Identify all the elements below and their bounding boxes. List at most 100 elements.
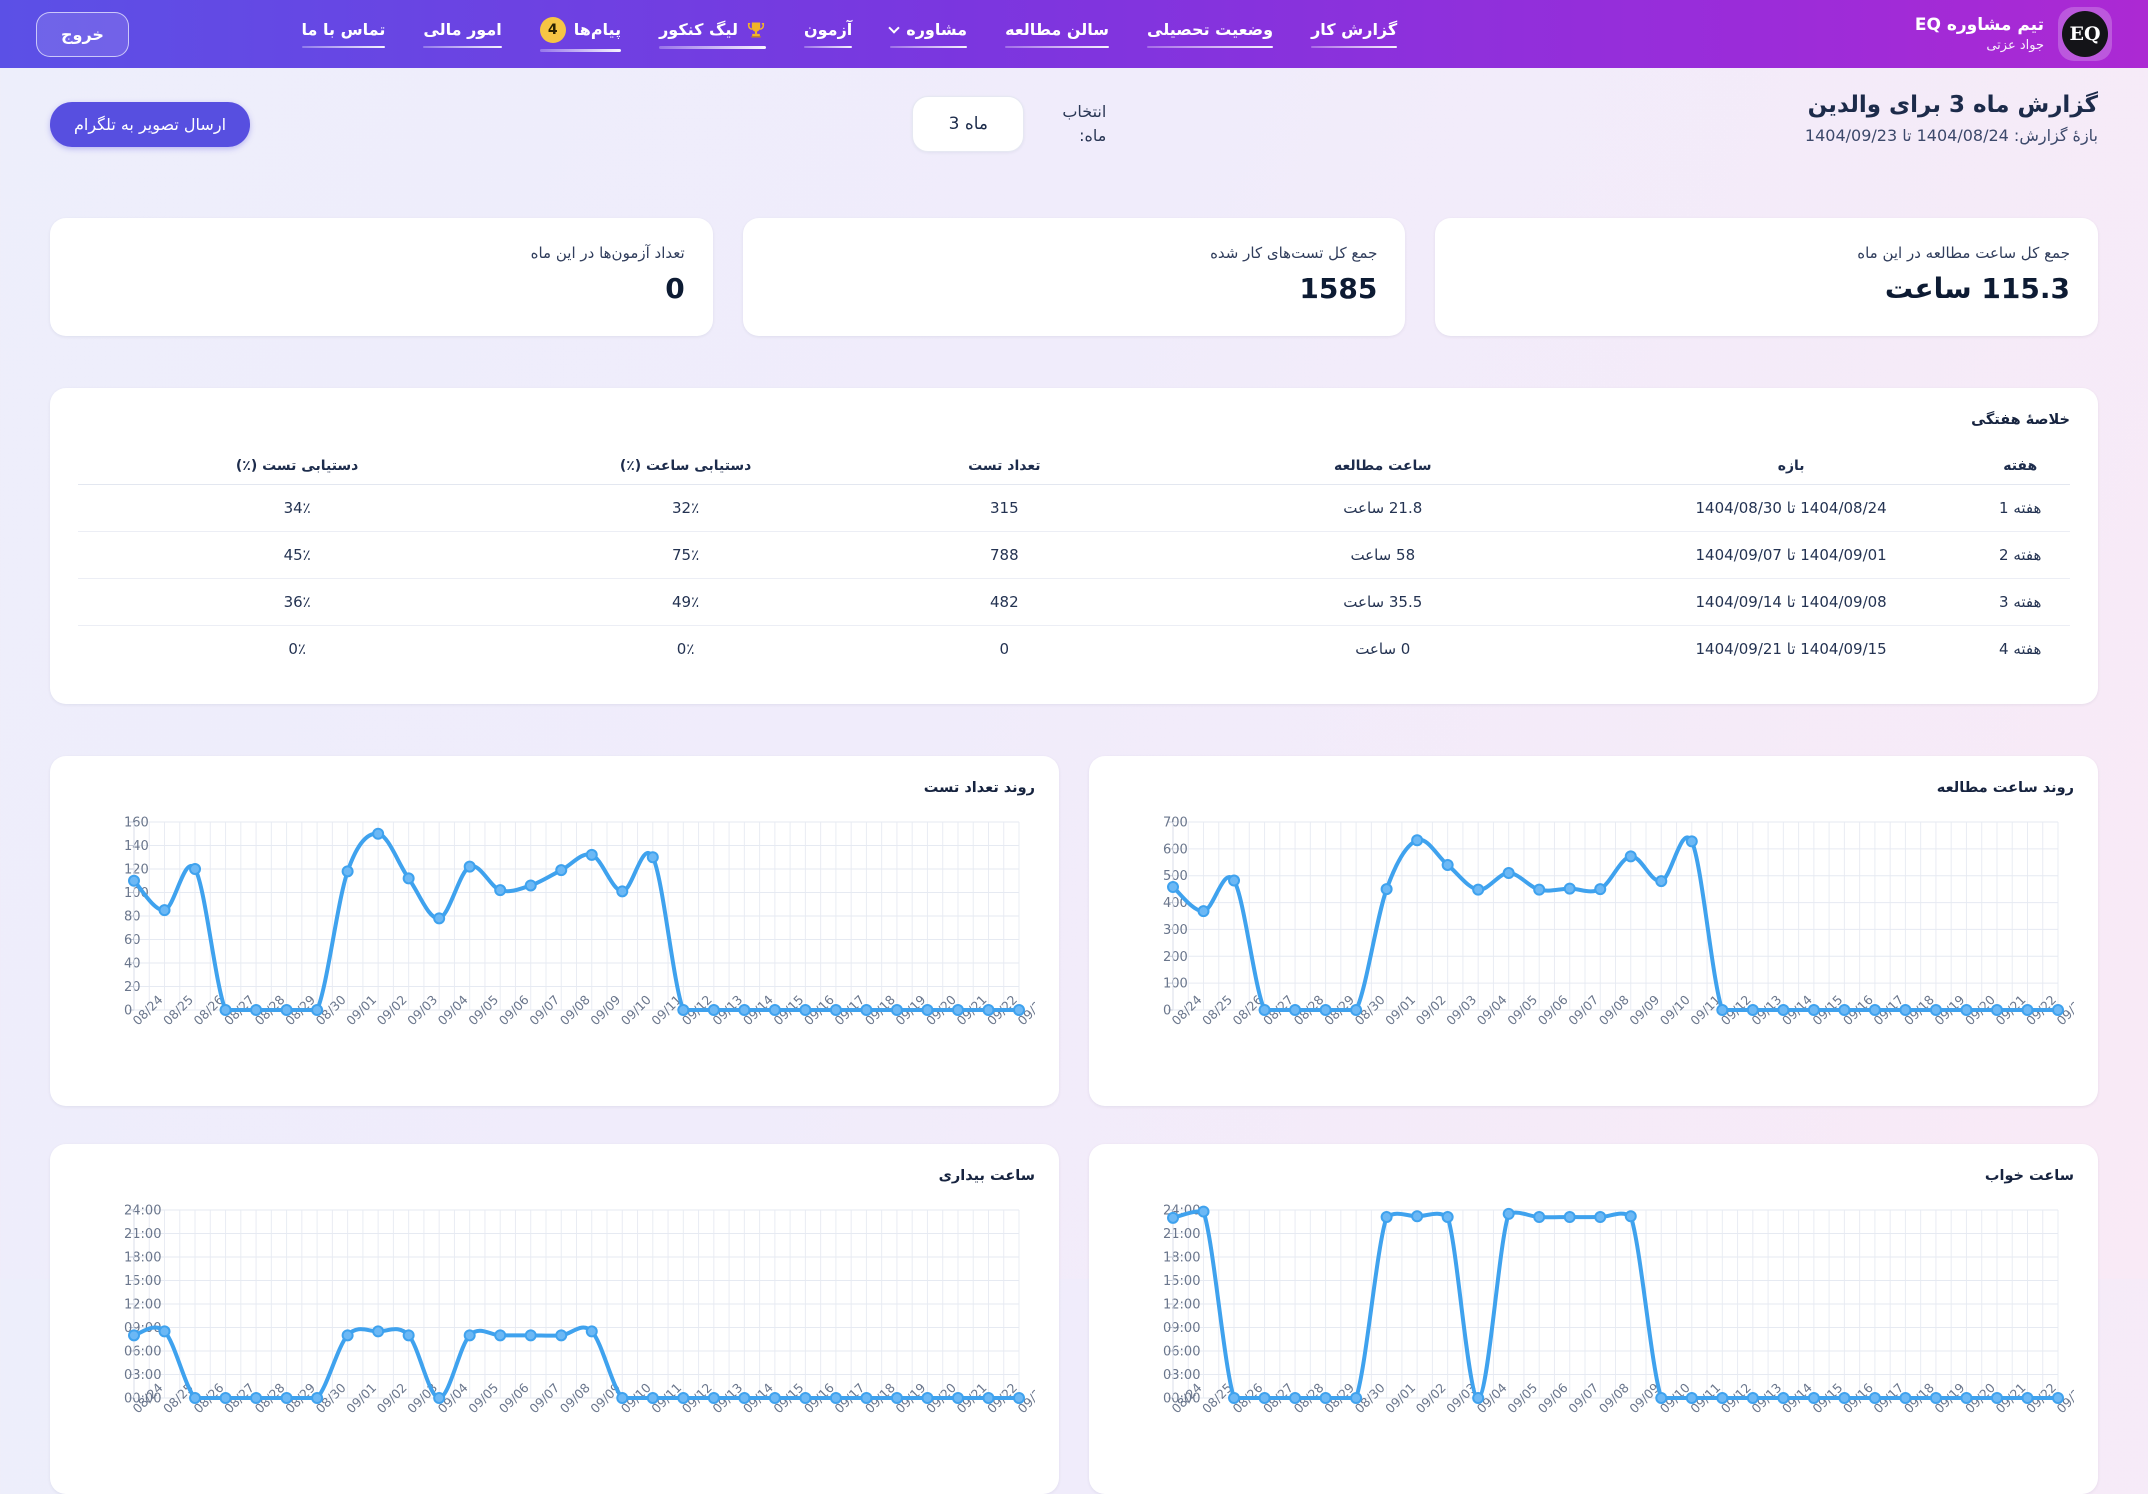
svg-text:60: 60 [124, 933, 141, 948]
nav-item-1[interactable]: وضعیت تحصیلی [1147, 20, 1274, 48]
table-cell: هفته 2 [1970, 531, 2070, 579]
svg-text:06:00: 06:00 [124, 1345, 161, 1360]
avatar-logo: EQ [2062, 11, 2108, 57]
svg-text:200: 200 [1163, 950, 1188, 965]
svg-text:140: 140 [124, 839, 149, 854]
table-row: هفته 1 1404/08/24 تا 1404/08/30 21.8 ساعت 3… [78, 485, 2070, 532]
svg-text:100: 100 [1163, 977, 1188, 992]
table-cell: هفته 3 [1970, 578, 2070, 626]
table-cell: هفته 4 [1970, 625, 2070, 672]
nav-item-0[interactable]: گزارش کار [1311, 20, 1398, 48]
table-cell: 0٪ [78, 625, 517, 672]
trophy-icon [746, 20, 766, 40]
weekly-summary-table: هفته بازه ساعت مطالعه تعداد تست دستیابی ساعت… [78, 448, 2070, 672]
table-header-cell: تعداد تست [854, 448, 1154, 485]
month-select[interactable]: ماه 3 [912, 96, 1025, 152]
stat-value: 0 [665, 272, 685, 305]
table-cell: 36٪ [78, 578, 517, 626]
chart-card-study-hours-trend: روند ساعت مطالعه 0 100 200 300 400 500 600 700 0… [1089, 756, 2098, 1106]
header-actions: ارسال تصویر به تلگرام [50, 92, 912, 147]
charts-grid: روند ساعت مطالعه 0 100 200 300 400 500 600 700 0… [50, 756, 2098, 1494]
report-range: بازهٔ گزارش: 1404/08/24 تا 1404/09/23 [1804, 126, 2098, 145]
nav-item-8[interactable]: تماس با ما [301, 20, 386, 48]
svg-text:21:00: 21:00 [124, 1227, 161, 1242]
table-cell: 1404/09/01 تا 1404/09/07 [1611, 531, 1971, 579]
svg-text:300: 300 [1163, 923, 1188, 938]
svg-text:18:00: 18:00 [124, 1251, 161, 1266]
nav-item-label: آزمون [803, 20, 853, 39]
table-cell: هفته 1 [1999, 499, 2042, 517]
svg-text:600: 600 [1163, 842, 1188, 857]
nav-item-label: وضعیت تحصیلی [1147, 20, 1274, 39]
table-header-cell: هفته [1970, 448, 2070, 485]
line-chart-svg: 02040608010012014016008/2408/2508/2608/2… [124, 816, 1051, 1029]
chart-title: روند تعداد تست [923, 780, 1035, 796]
table-cell: 35.5 ساعت [1153, 578, 1612, 626]
table-header-row: هفته بازه ساعت مطالعه تعداد تست دستیابی ساعت… [78, 448, 2070, 485]
svg-text:03:00: 03:00 [124, 1368, 161, 1383]
line-chart: 0 20 40 60 80 100 120 140 160 08/24 08/25 08/26 08/2… [74, 808, 1051, 1090]
chart-card-wake-time: ساعت بیداری 24:00 21:00 18:00 15:00 12:00 09:… [50, 1144, 1059, 1494]
table-header-cell: دستیابی ساعت (٪) [516, 448, 855, 485]
nav-menu: گزارش کار وضعیت تحصیلی سالن مطالعه مشاوره آز… [301, 16, 1398, 52]
stat-value: 115.3 ساعت [1884, 272, 2070, 305]
line-chart-svg: 010020030040050060070008/2408/2508/2608/… [1163, 816, 2090, 1029]
nav-item-7[interactable]: امور مالی [423, 20, 503, 48]
nav-item-label: تماس با ما [301, 20, 386, 39]
line-chart-svg: 24:0021:0018:0015:0012:0009:0006:0003:00… [124, 1204, 1051, 1417]
nav-item-6[interactable]: پیام‌ها 4 [539, 16, 622, 52]
avatar[interactable]: EQ [2058, 7, 2112, 61]
main-content: گزارش ماه 3 برای والدین بازهٔ گزارش: 140… [0, 68, 2148, 1494]
brand-title: تیم مشاوره EQ [1914, 15, 2044, 35]
table-cell: 32٪ [672, 499, 700, 517]
svg-text:09:00: 09:00 [1163, 1321, 1200, 1336]
svg-text:0: 0 [1163, 1004, 1171, 1019]
logout-button[interactable]: خروج [36, 11, 129, 57]
stat-card-total-tests: جمع کل تست‌های کار شده 1585 [742, 218, 1406, 336]
nav-item-4[interactable]: آزمون [803, 20, 853, 48]
svg-text:160: 160 [124, 816, 149, 831]
svg-text:12:00: 12:00 [124, 1298, 161, 1313]
chevron-down-icon [888, 21, 900, 34]
table-cell: 315 [989, 499, 1019, 517]
nav-item-5[interactable]: لیگ کنکور [659, 20, 766, 49]
table-cell: 75٪ [516, 531, 855, 579]
table-cell: 0 ساعت [1153, 625, 1612, 672]
report-header: گزارش ماه 3 برای والدین بازهٔ گزارش: 140… [50, 92, 2098, 152]
svg-text:20: 20 [124, 980, 141, 995]
chart-title: روند ساعت مطالعه [1936, 780, 2074, 796]
table-cell: 21.8 ساعت [1343, 499, 1423, 517]
table-cell: 0٪ [516, 625, 855, 672]
chart-title: ساعت بیداری [938, 1168, 1035, 1184]
weekly-summary-title: خلاصهٔ هفتگی [1971, 412, 2070, 428]
nav-item-label: پیام‌ها [573, 20, 622, 39]
nav-item-label: مشاوره [906, 20, 968, 39]
svg-text:18:00: 18:00 [1163, 1251, 1200, 1266]
table-cell: 58 ساعت [1153, 531, 1612, 579]
stat-label: جمع کل ساعت مطالعه در این ماه [1857, 244, 2070, 262]
chart-card-test-count-trend: روند تعداد تست 0 20 40 60 80 100 120 140 160 08/2… [50, 756, 1059, 1106]
page-title: گزارش ماه 3 برای والدین [1807, 92, 2098, 118]
nav-item-2[interactable]: سالن مطالعه [1005, 20, 1109, 48]
svg-text:400: 400 [1163, 896, 1188, 911]
stats-row: جمع کل ساعت مطالعه در این ماه 115.3 ساعت… [50, 218, 2098, 336]
chart-card-sleep-time: ساعت خواب 24:00 21:00 18:00 15:00 12:00 09:00… [1089, 1144, 2098, 1494]
nav-item-3[interactable]: مشاوره [888, 20, 968, 48]
send-to-telegram-button[interactable]: ارسال تصویر به تلگرام [50, 102, 251, 147]
table-row: هفته 4 1404/09/15 تا 1404/09/21 0 ساعت 0 0٪ 0… [78, 625, 2070, 672]
line-chart: 24:00 21:00 18:00 15:00 12:00 09:00 06:00 03:00… [1113, 1196, 2090, 1478]
svg-text:15:00: 15:00 [124, 1274, 161, 1289]
stat-label: تعداد آزمون‌ها در این ماه [530, 244, 685, 262]
weekly-summary-card: خلاصهٔ هفتگی هفته بازه ساعت مطالعه تعداد تس… [50, 388, 2098, 704]
brand-text: تیم مشاوره EQ جواد عزتی [1915, 15, 2044, 53]
table-row: هفته 2 1404/09/01 تا 1404/09/07 58 ساعت 788… [78, 531, 2070, 579]
nav-item-label: امور مالی [423, 20, 502, 39]
stat-label: جمع کل تست‌های کار شده [1210, 244, 1378, 262]
table-header-cell: دستیابی تست (٪) [78, 448, 517, 485]
svg-text:15:00: 15:00 [1163, 1274, 1200, 1289]
chart-title: ساعت خواب [1984, 1168, 2074, 1184]
line-chart-svg: 24:0021:0018:0015:0012:0009:0006:0003:00… [1163, 1204, 2090, 1417]
brand: EQ تیم مشاوره EQ جواد عزتی [1915, 7, 2112, 61]
svg-text:120: 120 [124, 863, 149, 878]
nav-item-label: لیگ کنکور [659, 20, 738, 39]
